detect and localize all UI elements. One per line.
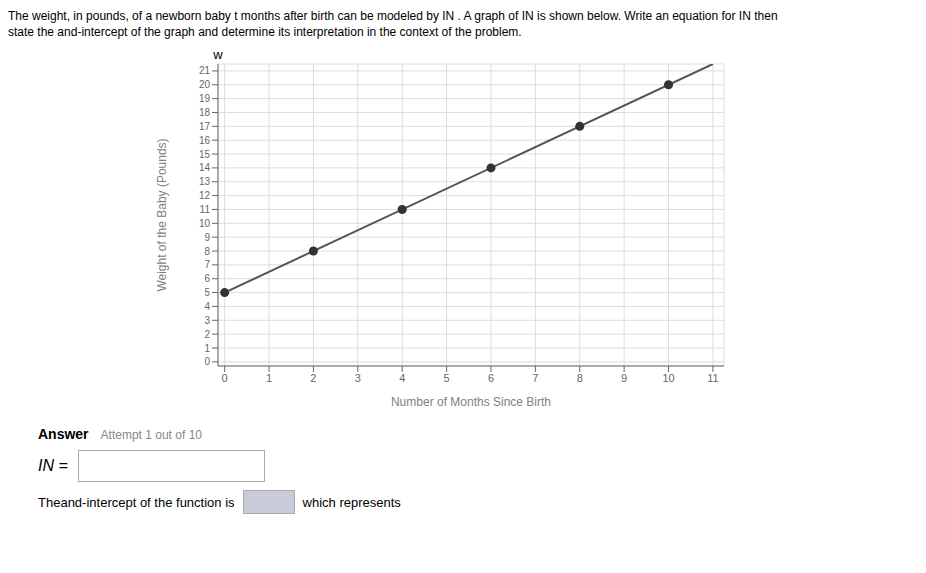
svg-text:8: 8	[204, 246, 210, 257]
svg-text:Weight of the Baby (Pounds): Weight of the Baby (Pounds)	[155, 138, 169, 291]
html-text:which represents: which represents	[302, 494, 401, 510]
svg-text:Number of Months Since Birth: Number of Months Since Birth	[391, 395, 551, 409]
svg-text:6: 6	[488, 372, 494, 384]
svg-text:5: 5	[204, 287, 210, 298]
svg-text:13: 13	[199, 176, 211, 187]
svg-text:16: 16	[199, 135, 211, 146]
svg-text:9: 9	[621, 372, 627, 384]
svg-text:14: 14	[199, 162, 211, 173]
svg-text:10: 10	[199, 218, 211, 229]
svg-text:19: 19	[199, 93, 211, 104]
svg-text:9: 9	[204, 232, 210, 243]
svg-text:17: 17	[199, 121, 211, 132]
svg-text:11: 11	[200, 204, 211, 215]
svg-text:4: 4	[399, 372, 405, 384]
html-text:Theand-intercept of the functi: Theand-intercept of the function is	[38, 494, 235, 510]
html-text:state the and-intercept of the: state the and-intercept of the graph and…	[8, 25, 522, 39]
html-text:Attempt 1 out of 10: Attempt 1 out of 10	[100, 428, 202, 442]
svg-text:21: 21	[199, 65, 211, 76]
svg-text:1: 1	[266, 372, 272, 384]
svg-text:11: 11	[707, 372, 718, 384]
svg-text:7: 7	[204, 259, 210, 270]
svg-text:10: 10	[662, 372, 674, 384]
svg-text:6: 6	[204, 273, 210, 284]
svg-text:3: 3	[355, 372, 361, 384]
svg-text:2: 2	[310, 372, 316, 384]
svg-text:1: 1	[204, 343, 210, 354]
svg-text:w: w	[212, 47, 223, 62]
svg-text:3: 3	[204, 315, 210, 326]
svg-text:5: 5	[444, 372, 450, 384]
svg-text:12: 12	[199, 190, 211, 201]
svg-text:20: 20	[199, 79, 211, 90]
html-text:Answer: Answer	[38, 426, 89, 442]
svg-text:7: 7	[532, 372, 538, 384]
html-text:IN =: IN =	[38, 457, 68, 474]
svg-text:8: 8	[577, 372, 583, 384]
svg-text:2: 2	[204, 329, 210, 340]
svg-text:15: 15	[199, 149, 211, 160]
svg-text:0: 0	[222, 372, 228, 384]
html-text:The weight, in pounds, of a ne: The weight, in pounds, of a newborn baby…	[8, 9, 778, 23]
svg-text:4: 4	[204, 301, 210, 312]
svg-text:18: 18	[199, 107, 211, 118]
svg-text:0: 0	[204, 356, 210, 367]
